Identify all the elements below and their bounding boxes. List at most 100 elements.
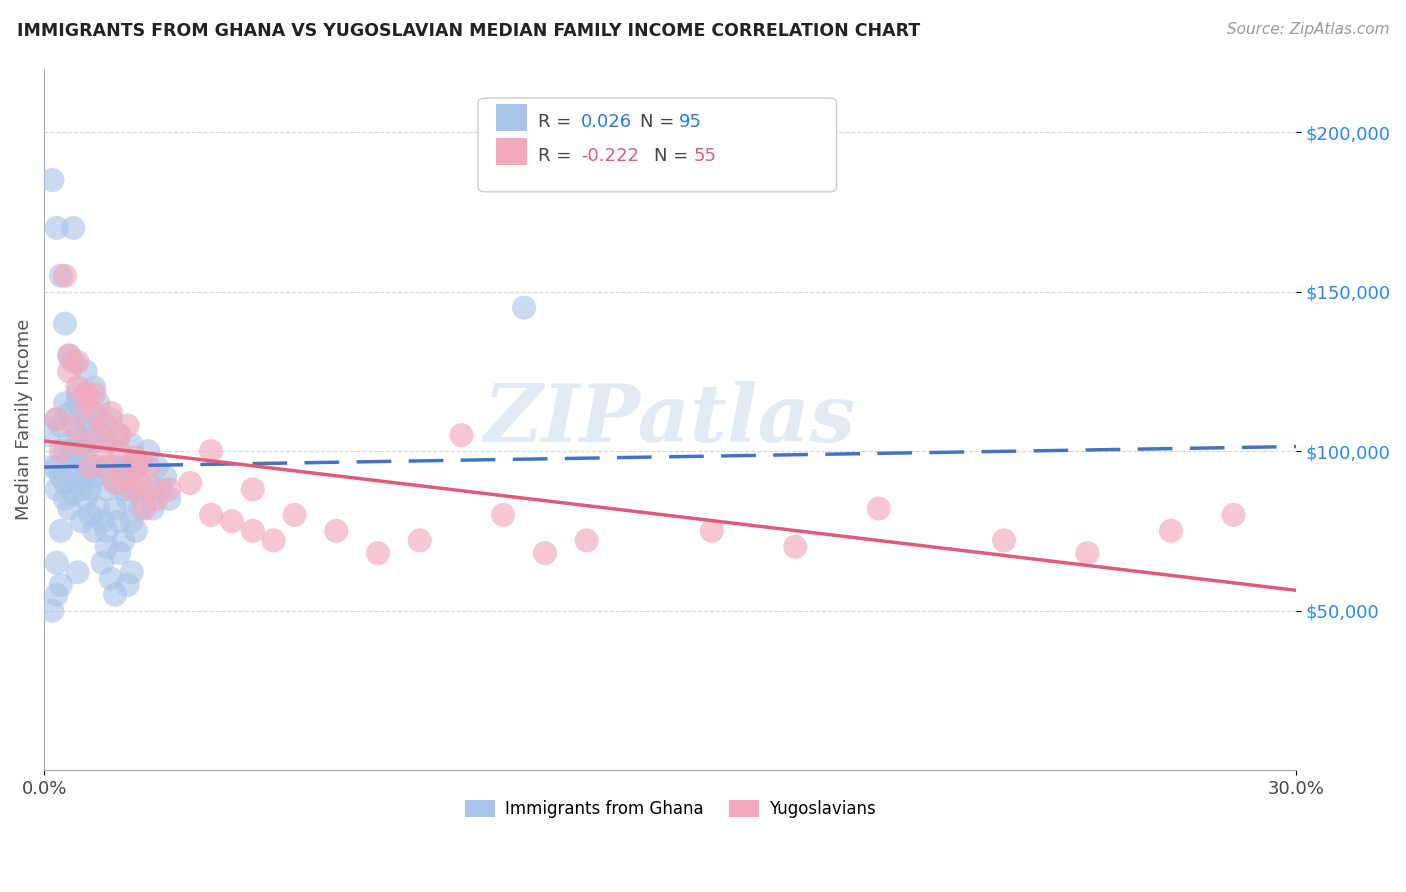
Point [700,524,723,538]
Point [100,572,122,586]
Point [1160,524,1182,538]
Point [104,588,127,602]
Point [87,396,110,410]
Point [58,434,80,449]
Point [66,566,89,580]
Point [62,418,84,433]
Point [96,434,118,449]
Legend: Immigrants from Ghana, Yugoslavians: Immigrants from Ghana, Yugoslavians [458,793,882,825]
Point [87,501,110,516]
Point [125,524,148,538]
Text: 55: 55 [693,147,716,165]
Point [49,578,72,592]
Point [70,514,93,528]
Point [79,508,101,522]
Point [121,483,143,497]
Point [325,524,347,538]
Point [1076,546,1098,560]
Point [1222,508,1244,522]
Point [58,364,80,378]
Point [367,546,389,560]
Point [179,476,201,491]
Point [96,418,118,433]
Point [129,501,152,516]
Text: 95: 95 [679,113,702,131]
Text: R =: R = [538,113,578,131]
Point [534,546,557,560]
Point [49,418,72,433]
Point [66,355,89,369]
Point [117,418,139,433]
Point [75,364,97,378]
Point [53,444,76,458]
Point [125,450,148,465]
Point [242,483,264,497]
Text: N =: N = [640,113,679,131]
Point [108,546,131,560]
Point [112,469,135,483]
Point [53,476,76,491]
Point [112,460,135,475]
Point [83,469,105,483]
Point [58,450,80,465]
Point [157,483,180,497]
Point [91,444,114,458]
Point [200,444,222,458]
Point [91,514,114,528]
Point [221,514,243,528]
Text: Source: ZipAtlas.com: Source: ZipAtlas.com [1226,22,1389,37]
Point [100,412,122,426]
Point [53,317,76,331]
Point [87,428,110,442]
Point [108,514,131,528]
Point [91,428,114,442]
Point [49,524,72,538]
Point [75,491,97,506]
Point [62,444,84,458]
Point [58,349,80,363]
Point [868,501,890,516]
Text: ZIPatlas: ZIPatlas [484,381,856,458]
Point [66,386,89,401]
Point [108,428,131,442]
Point [104,460,127,475]
Text: IMMIGRANTS FROM GHANA VS YUGOSLAVIAN MEDIAN FAMILY INCOME CORRELATION CHART: IMMIGRANTS FROM GHANA VS YUGOSLAVIAN MED… [17,22,920,40]
Point [45,412,67,426]
Point [62,485,84,500]
Point [283,508,305,522]
Point [75,444,97,458]
Point [45,483,67,497]
Point [117,578,139,592]
Text: -0.222: -0.222 [581,147,638,165]
Point [125,460,148,475]
Point [450,428,472,442]
Text: N =: N = [654,147,693,165]
Point [41,173,63,187]
Point [75,396,97,410]
Point [66,380,89,394]
Point [142,501,165,516]
Point [53,396,76,410]
Point [125,460,148,475]
Point [121,566,143,580]
Point [785,540,807,554]
Point [104,476,127,491]
Point [108,428,131,442]
Point [108,444,131,458]
Point [53,268,76,283]
Point [45,556,67,570]
Point [70,438,93,452]
Point [79,483,101,497]
Point [117,460,139,475]
Point [121,514,143,528]
Point [45,412,67,426]
Point [79,460,101,475]
Point [45,221,67,235]
Point [242,524,264,538]
Point [83,406,105,420]
Point [91,556,114,570]
Point [75,469,97,483]
Point [62,467,84,481]
Point [96,460,118,475]
Point [96,483,118,497]
